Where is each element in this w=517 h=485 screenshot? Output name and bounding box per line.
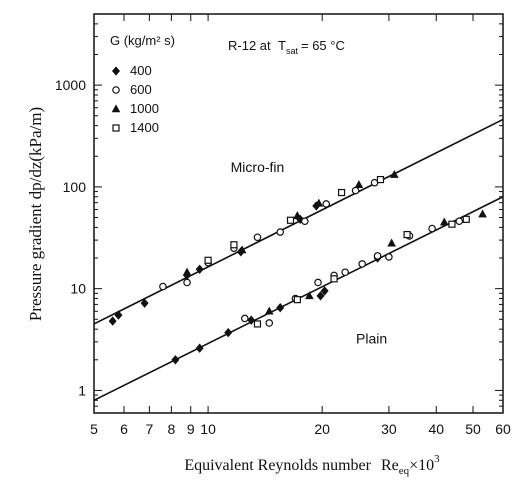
data-point-600	[358, 260, 366, 268]
data-point-400	[171, 355, 180, 365]
data-point-400	[195, 343, 204, 353]
data-point-1400	[253, 320, 262, 328]
data-point-1000	[354, 180, 364, 189]
data-point-1400	[286, 216, 295, 224]
data-point-600	[322, 200, 331, 208]
legend-marker	[111, 104, 121, 113]
legend-label: 400	[130, 63, 152, 78]
plot-frame	[93, 13, 504, 414]
data-point-600	[159, 282, 167, 291]
legend-label: 1000	[130, 101, 159, 116]
data-point-1000	[293, 211, 302, 220]
x-tick-label: 10	[200, 421, 216, 437]
data-point-400	[247, 315, 256, 325]
legend-marker	[112, 86, 120, 94]
data-point-1400	[403, 230, 411, 239]
x-tick-label: 8	[167, 421, 175, 437]
data-point-1000	[314, 198, 324, 207]
axis-ticks: 5 6 7 8 9 10 20 30 40 50 60 1 10 100 1000	[55, 13, 511, 437]
data-point-600	[385, 253, 393, 261]
data-point-600	[183, 278, 191, 287]
data-point-600	[265, 319, 274, 327]
data-point-1400	[462, 215, 470, 223]
data-point-600	[373, 252, 382, 260]
data-point-1400	[330, 275, 338, 283]
data-point-600	[370, 178, 379, 187]
data-point-1400	[337, 188, 346, 197]
x-tick-label: 5	[90, 421, 98, 437]
data-point-400	[108, 316, 117, 326]
x-tick-label: 9	[187, 421, 195, 437]
fit-lines: Micro-fin Plain	[93, 118, 504, 402]
y-tick-label: 100	[63, 179, 87, 195]
data-point-600	[341, 268, 349, 277]
x-tick-label: 60	[495, 421, 511, 437]
data-point-400	[195, 264, 204, 274]
legend-marker	[112, 66, 120, 76]
data-point-400	[114, 310, 123, 320]
legend-label: 1400	[130, 120, 159, 135]
legend-title: G (kg/m² s)	[110, 33, 175, 48]
y-tick-label: 1	[78, 382, 86, 398]
data-point-1400	[293, 296, 301, 304]
legend-label: 600	[130, 82, 152, 97]
data-point-600	[276, 228, 285, 236]
data-point-1000	[264, 306, 274, 315]
x-tick-label: 40	[428, 421, 444, 437]
data-point-600	[253, 233, 262, 242]
data-point-600	[314, 278, 322, 287]
legend: 400 600 1000 1400	[111, 63, 159, 135]
x-tick-label: 6	[120, 421, 128, 437]
data-point-400	[316, 291, 325, 301]
data-point-400	[320, 286, 329, 296]
data-point-400	[140, 298, 149, 308]
condition-annotation: R-12 at Tsat = 65 °C	[228, 38, 345, 56]
data-point-1000	[478, 209, 487, 218]
data-point-1000	[305, 291, 314, 300]
data-point-1000	[439, 217, 449, 226]
data-point-1000	[390, 169, 399, 178]
x-axis-label: Equivalent Reynolds number Reeq×103	[184, 453, 440, 477]
data-point-600	[455, 217, 464, 226]
data-point-1400	[230, 241, 238, 249]
data-point-1400	[448, 220, 456, 228]
y-tick-label: 1000	[55, 77, 86, 93]
data-point-1000	[387, 238, 396, 247]
data-point-600	[301, 217, 309, 226]
data-point-400	[224, 327, 233, 338]
data-points	[108, 169, 487, 365]
legend-marker	[112, 124, 120, 132]
y-tick-label: 10	[70, 281, 86, 297]
data-point-600	[351, 186, 360, 195]
data-point-600	[428, 224, 436, 233]
data-point-1400	[204, 256, 212, 264]
data-point-1000	[237, 245, 247, 254]
data-point-1000	[182, 267, 192, 276]
data-point-600	[241, 314, 249, 323]
data-point-1400	[376, 175, 385, 184]
x-tick-label: 30	[381, 421, 397, 437]
line-label: Micro-fin	[231, 159, 285, 175]
x-tick-label: 7	[145, 421, 153, 437]
data-point-400	[276, 303, 285, 313]
x-tick-label: 20	[314, 421, 330, 437]
line-label: Plain	[356, 330, 387, 346]
y-axis-label: Pressure gradient dp/dz(kPa/m)	[26, 107, 45, 321]
x-tick-label: 50	[465, 421, 481, 437]
